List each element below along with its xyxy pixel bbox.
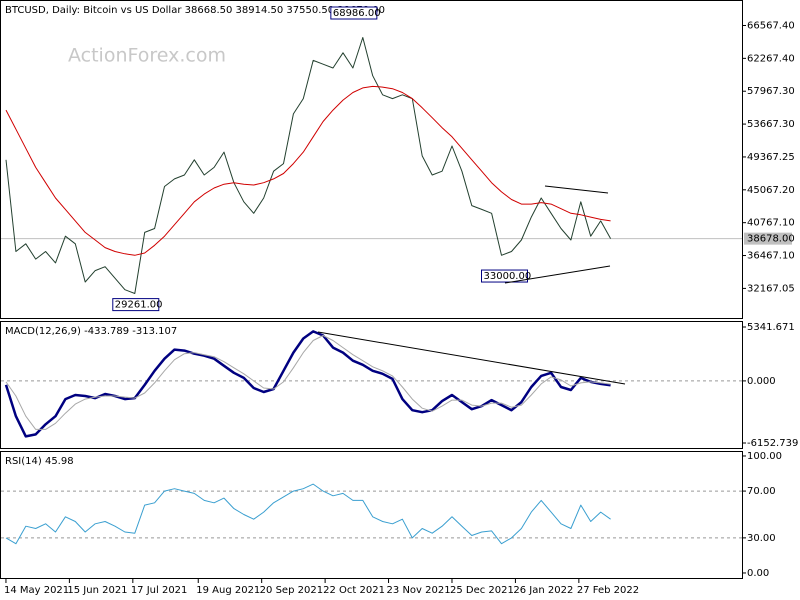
trend-line: [504, 265, 611, 284]
last-price-label: 38678.00: [747, 234, 795, 245]
rsi-frame: [0, 451, 743, 579]
x-tick-label: 25 Dec 2021: [450, 585, 514, 596]
y-tick-label: 30.00: [747, 533, 776, 544]
x-tick-label: 15 Jun 2021: [67, 585, 127, 596]
annotation-box: [330, 6, 378, 20]
watermark: ActionForex.com: [68, 45, 226, 67]
macd-frame: [0, 321, 743, 449]
annotation-box: [112, 298, 160, 312]
x-tick-label: 17 Jul 2021: [131, 585, 188, 596]
trend-line: [544, 185, 609, 194]
annotation-label: 29261.00: [115, 300, 163, 311]
y-tick-label: 53667.30: [747, 119, 795, 130]
y-tick-label: 62267.40: [747, 53, 795, 64]
annotation-box: [481, 269, 529, 283]
y-tick-label: 0.00: [747, 568, 769, 579]
y-tick-label: 45067.20: [747, 185, 795, 196]
y-tick-label: 0.000: [747, 376, 776, 387]
series-line: [5, 335, 611, 430]
x-tick-label: 19 Aug 2021: [196, 585, 260, 596]
x-tick-label: 14 May 2021: [4, 585, 69, 596]
frames: [0, 0, 743, 579]
last-price-box: [744, 232, 792, 245]
rsi-title: RSI(14) 45.98: [5, 456, 74, 467]
y-tick-label: 49367.25: [747, 152, 795, 163]
series-line: [5, 85, 611, 256]
series-line: [5, 483, 611, 545]
price-title: BTCUSD, Daily: Bitcoin vs US Dollar 3866…: [5, 5, 385, 16]
x-tick-label: 27 Feb 2022: [577, 585, 639, 596]
price-frame: [0, 0, 743, 319]
x-tick-label: 23 Nov 2021: [387, 585, 451, 596]
macd-title: MACD(12,26,9) -433.789 -313.107: [5, 326, 177, 337]
x-tick-label: 26 Jan 2022: [513, 585, 573, 596]
annotation-label: 68986.00: [333, 8, 381, 19]
y-tick-label: 5341.671: [747, 322, 795, 333]
y-tick-label: 32167.05: [747, 283, 795, 294]
x-tick-label: 22 Oct 2021: [323, 585, 385, 596]
y-tick-label: 70.00: [747, 486, 776, 497]
trend-line: [317, 331, 626, 385]
y-tick-label: 66567.40: [747, 20, 795, 31]
y-tick-label: 36467.10: [747, 251, 795, 262]
annotation-label: 33000.00: [484, 271, 532, 282]
x-tick-label: 20 Sep 2021: [260, 585, 323, 596]
y-tick-label: -6152.739: [747, 438, 798, 449]
y-tick-label: 100.00: [747, 451, 782, 462]
y-tick-label: 57967.30: [747, 86, 795, 97]
series-line: [4, 330, 611, 438]
y-tick-label: 40767.10: [747, 218, 795, 229]
series-line: [5, 37, 612, 294]
